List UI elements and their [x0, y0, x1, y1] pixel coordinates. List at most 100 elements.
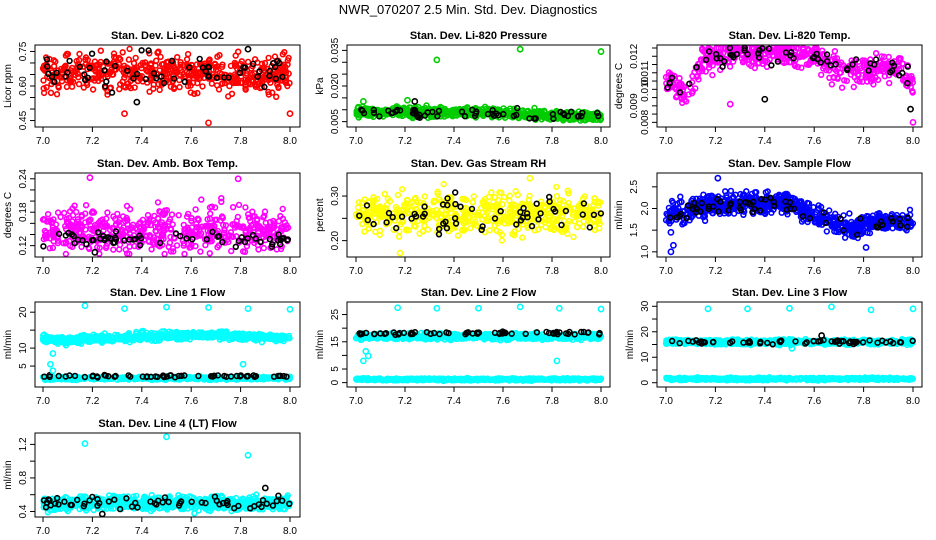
outlier-point [396, 249, 404, 257]
point-all [553, 183, 560, 191]
point-selected [686, 80, 693, 88]
y-axis-label: degrees C [614, 63, 625, 109]
point-all [154, 199, 162, 206]
point-all [376, 227, 384, 235]
outlier-point [359, 98, 367, 105]
x-tick-label: 7.4 [758, 266, 772, 277]
point-all [768, 209, 775, 216]
point-selected [370, 106, 377, 114]
point-all [61, 63, 69, 70]
point-all [119, 49, 126, 56]
point-all [216, 51, 223, 59]
point-all [155, 224, 162, 232]
point-all [120, 62, 128, 70]
panel-5: Stan. Dev. Gas Stream RH7.0 7.2 7.4 7.6 7.8 8… [315, 158, 611, 277]
point-all [874, 76, 882, 84]
x-tick-label: 8.0 [906, 266, 920, 277]
y-tick-label: 0.009 [629, 93, 640, 118]
point-all [104, 209, 111, 216]
point-all [889, 225, 896, 232]
x-tick-label: 7.0 [659, 266, 673, 277]
point-all [399, 186, 406, 193]
x-tick-label: 7.0 [36, 136, 50, 147]
point-all [510, 105, 518, 113]
panel-title: Stan. Dev. Gas Stream RH [411, 158, 547, 170]
point-all [265, 88, 272, 96]
panel-title: Stan. Dev. Amb. Box Temp. [97, 158, 238, 170]
point-all [106, 69, 114, 77]
point-all [177, 58, 184, 66]
point-all [495, 196, 502, 204]
point-all [131, 242, 138, 250]
point-selected [564, 112, 572, 120]
point-all [445, 110, 453, 117]
point-all [207, 210, 214, 217]
point-all [407, 206, 414, 213]
point-all [249, 71, 256, 78]
point-all [55, 83, 62, 90]
point-all [82, 202, 90, 209]
point-selected [567, 108, 575, 116]
point-selected [170, 75, 178, 82]
point-all [870, 81, 877, 88]
point-all [218, 195, 225, 202]
point-all [285, 54, 292, 62]
point-selected [579, 109, 586, 117]
point-all [176, 76, 183, 84]
point-selected [257, 238, 264, 246]
panel-title: Stan. Dev. Sample Flow [728, 158, 851, 170]
point-all [838, 84, 846, 91]
point-all [778, 209, 785, 216]
point-all [189, 79, 197, 86]
point-selected [256, 68, 263, 75]
y-axis-label: ml/min [614, 200, 625, 229]
point-all [89, 86, 97, 93]
point-all [570, 233, 577, 241]
x-tick-label: 7.4 [135, 266, 149, 277]
point-selected [664, 84, 671, 91]
outlier-point [761, 95, 769, 103]
point-all [273, 93, 280, 101]
point-selected [574, 113, 582, 120]
x-tick-label: 7.2 [708, 266, 722, 277]
point-all [512, 188, 519, 195]
point-all [823, 228, 830, 235]
point-selected [43, 56, 51, 63]
point-all [64, 50, 72, 58]
point-all [163, 58, 170, 66]
points [353, 45, 605, 124]
outlier-point [404, 96, 411, 104]
point-all [253, 217, 261, 224]
point-selected [88, 50, 96, 57]
point-selected [279, 73, 286, 81]
point-selected [40, 243, 47, 250]
outlier-point [121, 110, 128, 118]
point-all [228, 247, 235, 255]
point-all [553, 193, 561, 200]
point-all [527, 112, 534, 119]
point-all [83, 81, 91, 89]
point-all [709, 71, 716, 79]
point-all [354, 204, 362, 211]
point-selected [111, 62, 119, 70]
point-all [506, 192, 513, 199]
point-all [58, 77, 66, 85]
outlier-point [667, 248, 675, 256]
point-all [543, 113, 551, 121]
point-all [219, 80, 226, 87]
point-all [817, 71, 825, 79]
point-all [174, 53, 181, 61]
point-selected [86, 64, 93, 72]
point-selected [205, 72, 212, 80]
point-selected [469, 106, 476, 114]
point-all [40, 77, 47, 84]
x-tick-label: 7.0 [349, 266, 363, 277]
point-all [726, 63, 734, 70]
point-selected [158, 73, 165, 80]
x-tick-label: 7.6 [496, 136, 510, 147]
point-selected [181, 78, 189, 86]
point-all [73, 64, 80, 71]
point-selected [48, 73, 56, 81]
point-all [146, 88, 153, 95]
